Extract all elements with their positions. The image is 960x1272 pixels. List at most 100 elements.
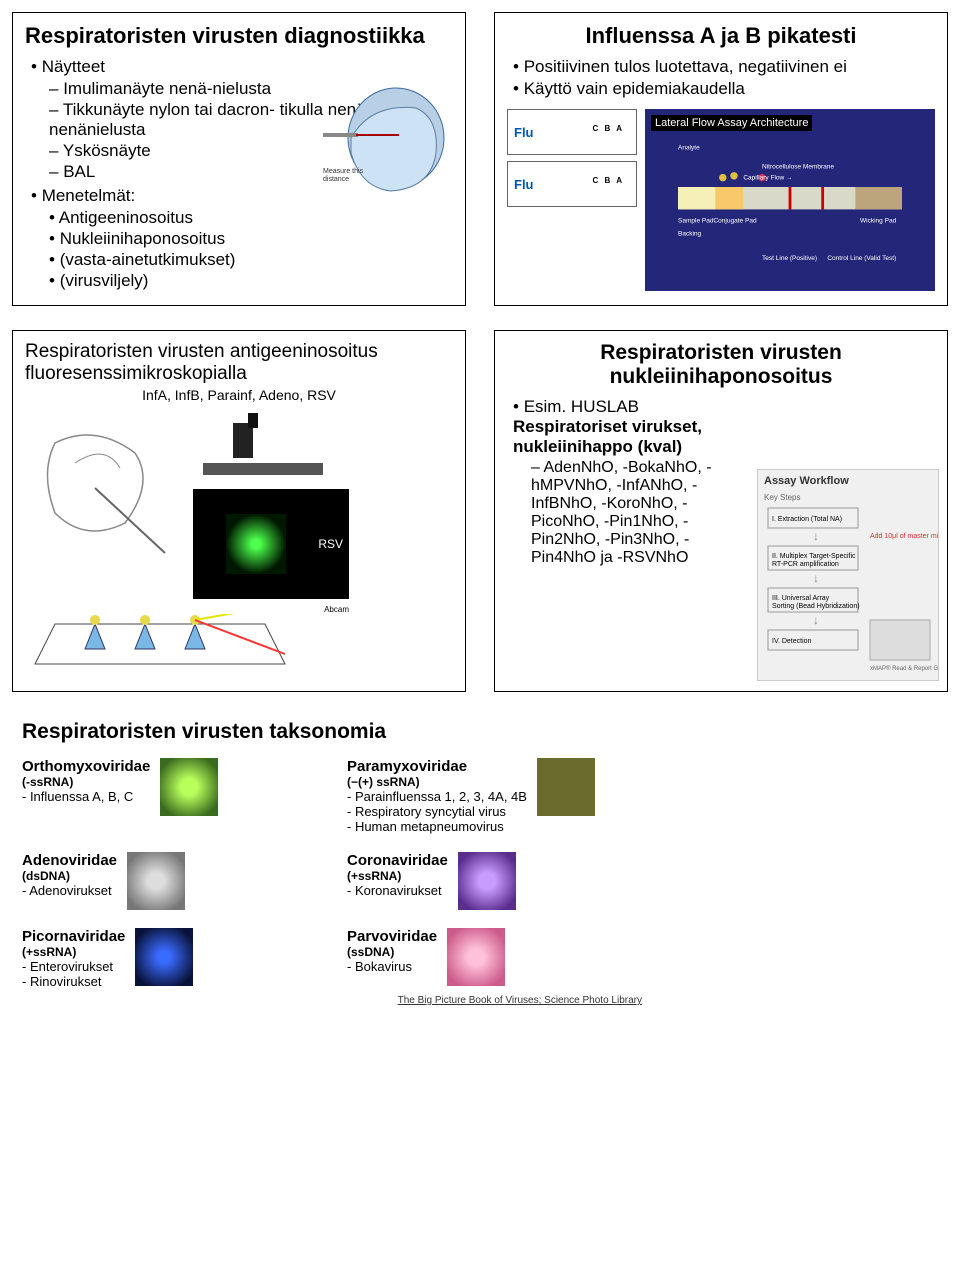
antibody-diagram (25, 614, 295, 674)
svg-text:Sorting (Bead Hybridization): Sorting (Bead Hybridization) (772, 603, 860, 610)
tax-text: Picornaviridae (+ssRNA) - Enterovirukset… (22, 928, 125, 989)
li: (virusviljely) (49, 271, 453, 291)
tax-corona: Coronaviridae (+ssRNA) - Koronavirukset (347, 852, 642, 910)
slide-diagnostics: Respiratoristen virusten diagnostiikka N… (12, 12, 466, 306)
microscopy-area: RSV Abcam (25, 413, 453, 614)
sample-sketch (25, 413, 185, 563)
text: Menetelmät: (42, 186, 136, 205)
tax-orthomyxo: Orthomyxoviridae (-ssRNA) - Influenssa A… (22, 758, 317, 834)
slide2-title: Influenssa A ja B pikatesti (507, 23, 935, 49)
flu-label: Flu (514, 125, 534, 140)
li: Nukleiinihaponosoitus (49, 229, 453, 249)
taxonomy-grid: Orthomyxoviridae (-ssRNA) - Influenssa A… (22, 758, 642, 989)
tax-text: Orthomyxoviridae (-ssRNA) - Influenssa A… (22, 758, 150, 804)
tax-text: Adenoviridae (dsDNA) - Adenovirukset (22, 852, 117, 898)
rsv-label: RSV (318, 537, 343, 551)
item: - Respiratory syncytial virus (347, 804, 527, 819)
tax-parvo: Parvoviridae (ssDNA) - Bokavirus (347, 928, 642, 989)
slide4-list: Esim. HUSLAB Respiratoriset virukset, nu… (513, 397, 753, 567)
virus-thumb-adeno (127, 852, 185, 910)
virus-thumb-picorna (135, 928, 193, 986)
family-name: Adenoviridae (22, 852, 117, 869)
svg-text:Test Line (Positive): Test Line (Positive) (762, 255, 817, 262)
slide-taksonomia: Respiratoristen virusten taksonomia Orth… (12, 716, 652, 1010)
microscope-icon (193, 413, 343, 483)
slide1-title: Respiratoristen virusten diagnostiikka (25, 23, 453, 49)
tax-text: Coronaviridae (+ssRNA) - Koronavirukset (347, 852, 448, 898)
flu-label: Flu (514, 177, 534, 192)
slide5-title: Respiratoristen virusten taksonomia (22, 720, 642, 744)
lfa-title: Lateral Flow Assay Architecture (651, 115, 812, 131)
svg-text:I. Extraction (Total NA): I. Extraction (Total NA) (772, 516, 842, 523)
family-name: Picornaviridae (22, 928, 125, 945)
family-name: Paramyxoviridae (347, 758, 527, 775)
svg-text:Key Steps: Key Steps (764, 493, 800, 502)
bold-text: Respiratoriset virukset, nukleiinihappo … (513, 417, 702, 456)
svg-text:Assay Workflow: Assay Workflow (764, 475, 849, 487)
svg-text:Wicking Pad: Wicking Pad (860, 217, 897, 224)
slide-pikatesti: Influenssa A ja B pikatesti Positiivinen… (494, 12, 948, 306)
slide4-title: Respiratoristen virusten nukleiinihapono… (507, 341, 935, 389)
rsv-fluorescence-image: RSV (193, 489, 349, 599)
family-name: Parvoviridae (347, 928, 437, 945)
cba-label: C B A (593, 124, 624, 133)
svg-text:Sample Pad: Sample Pad (678, 217, 714, 224)
slide3-title: Respiratoristen virusten antigeeninosoit… (25, 341, 453, 385)
svg-text:distance: distance (323, 176, 349, 183)
text: Esim. HUSLAB (524, 397, 639, 416)
tax-text: Parvoviridae (ssDNA) - Bokavirus (347, 928, 437, 974)
svg-text:Conjugate Pad: Conjugate Pad (713, 217, 756, 224)
genome: (dsDNA) (22, 869, 117, 883)
svg-text:Analyte: Analyte (678, 145, 700, 152)
li: (vasta-ainetutkimukset) (49, 250, 453, 270)
item: - Human metapneumovirus (347, 819, 527, 834)
slide-antigeeninosoitus: Respiratoristen virusten antigeeninosoit… (12, 330, 466, 692)
item: - Enterovirukset (22, 959, 125, 974)
lateral-flow-row: Flu C B A Flu C B A Lateral Flow Assay A… (507, 109, 935, 291)
li: Käyttö vain epidemiakaudella (513, 79, 935, 99)
text: Näytteet (42, 57, 105, 76)
family-name: Coronaviridae (347, 852, 448, 869)
tax-text: Paramyxoviridae (−(+) ssRNA) - Parainflu… (347, 758, 527, 834)
virus-thumb-ortho (160, 758, 218, 816)
slide3-sub: InfA, InfB, Parainf, Adeno, RSV (25, 387, 453, 403)
genome: (+ssRNA) (347, 869, 448, 883)
assay-workflow-diagram: Assay Workflow Key Steps I. Extraction (… (757, 469, 939, 681)
image-credit: The Big Picture Book of Viruses; Science… (22, 995, 642, 1006)
svg-text:II. Multiplex Target-Specific: II. Multiplex Target-Specific (772, 553, 856, 560)
svg-text:Control Line (Valid Test): Control Line (Valid Test) (827, 255, 896, 262)
item: - Influenssa A, B, C (22, 789, 150, 804)
abcam-credit: Abcam (193, 605, 349, 614)
nasal-swab-diagram: Measure this distance (321, 83, 451, 203)
li: Positiivinen tulos luotettava, negatiivi… (513, 57, 935, 77)
microscope-column: RSV Abcam (193, 413, 349, 614)
tax-adeno: Adenoviridae (dsDNA) - Adenovirukset (22, 852, 317, 910)
genome: (+ssRNA) (22, 945, 125, 959)
genome: (-ssRNA) (22, 775, 150, 789)
svg-text:↓: ↓ (813, 613, 819, 627)
svg-text:Measure this: Measure this (323, 168, 364, 175)
item: - Adenovirukset (22, 883, 117, 898)
flu-strip-2: Flu C B A (507, 161, 637, 207)
cba-label: C B A (593, 176, 624, 185)
svg-text:RT-PCR amplification: RT-PCR amplification (772, 561, 839, 568)
svg-text:↓: ↓ (813, 571, 819, 585)
virus-thumb-paramyxo (537, 758, 595, 816)
svg-text:xMAP® Read & Report Generation: xMAP® Read & Report Generation (870, 665, 938, 672)
genome: (ssDNA) (347, 945, 437, 959)
svg-text:IV. Detection: IV. Detection (772, 638, 812, 645)
item: - Bokavirus (347, 959, 437, 974)
flu-strip-1: Flu C B A (507, 109, 637, 155)
svg-text:III. Universal Array: III. Universal Array (772, 595, 830, 602)
svg-text:↓: ↓ (813, 529, 819, 543)
slide-nukleiinihappo: Respiratoristen virusten nukleiinihapono… (494, 330, 948, 692)
li: AdenNhO, -BokaNhO, -hMPVNhO, -InfANhO, -… (531, 459, 753, 567)
item: - Koronavirukset (347, 883, 448, 898)
svg-text:Capillary Flow →: Capillary Flow → (743, 175, 792, 182)
lfa-architecture-diagram: Lateral Flow Assay Architecture Analyte … (645, 109, 935, 291)
item: - Parainfluenssa 1, 2, 3, 4A, 4B (347, 789, 527, 804)
svg-text:Nitrocellulose Membrane: Nitrocellulose Membrane (762, 163, 834, 170)
genome: (−(+) ssRNA) (347, 775, 527, 789)
tax-picorna: Picornaviridae (+ssRNA) - Enterovirukset… (22, 928, 317, 989)
rsv-green-spot (226, 514, 286, 574)
